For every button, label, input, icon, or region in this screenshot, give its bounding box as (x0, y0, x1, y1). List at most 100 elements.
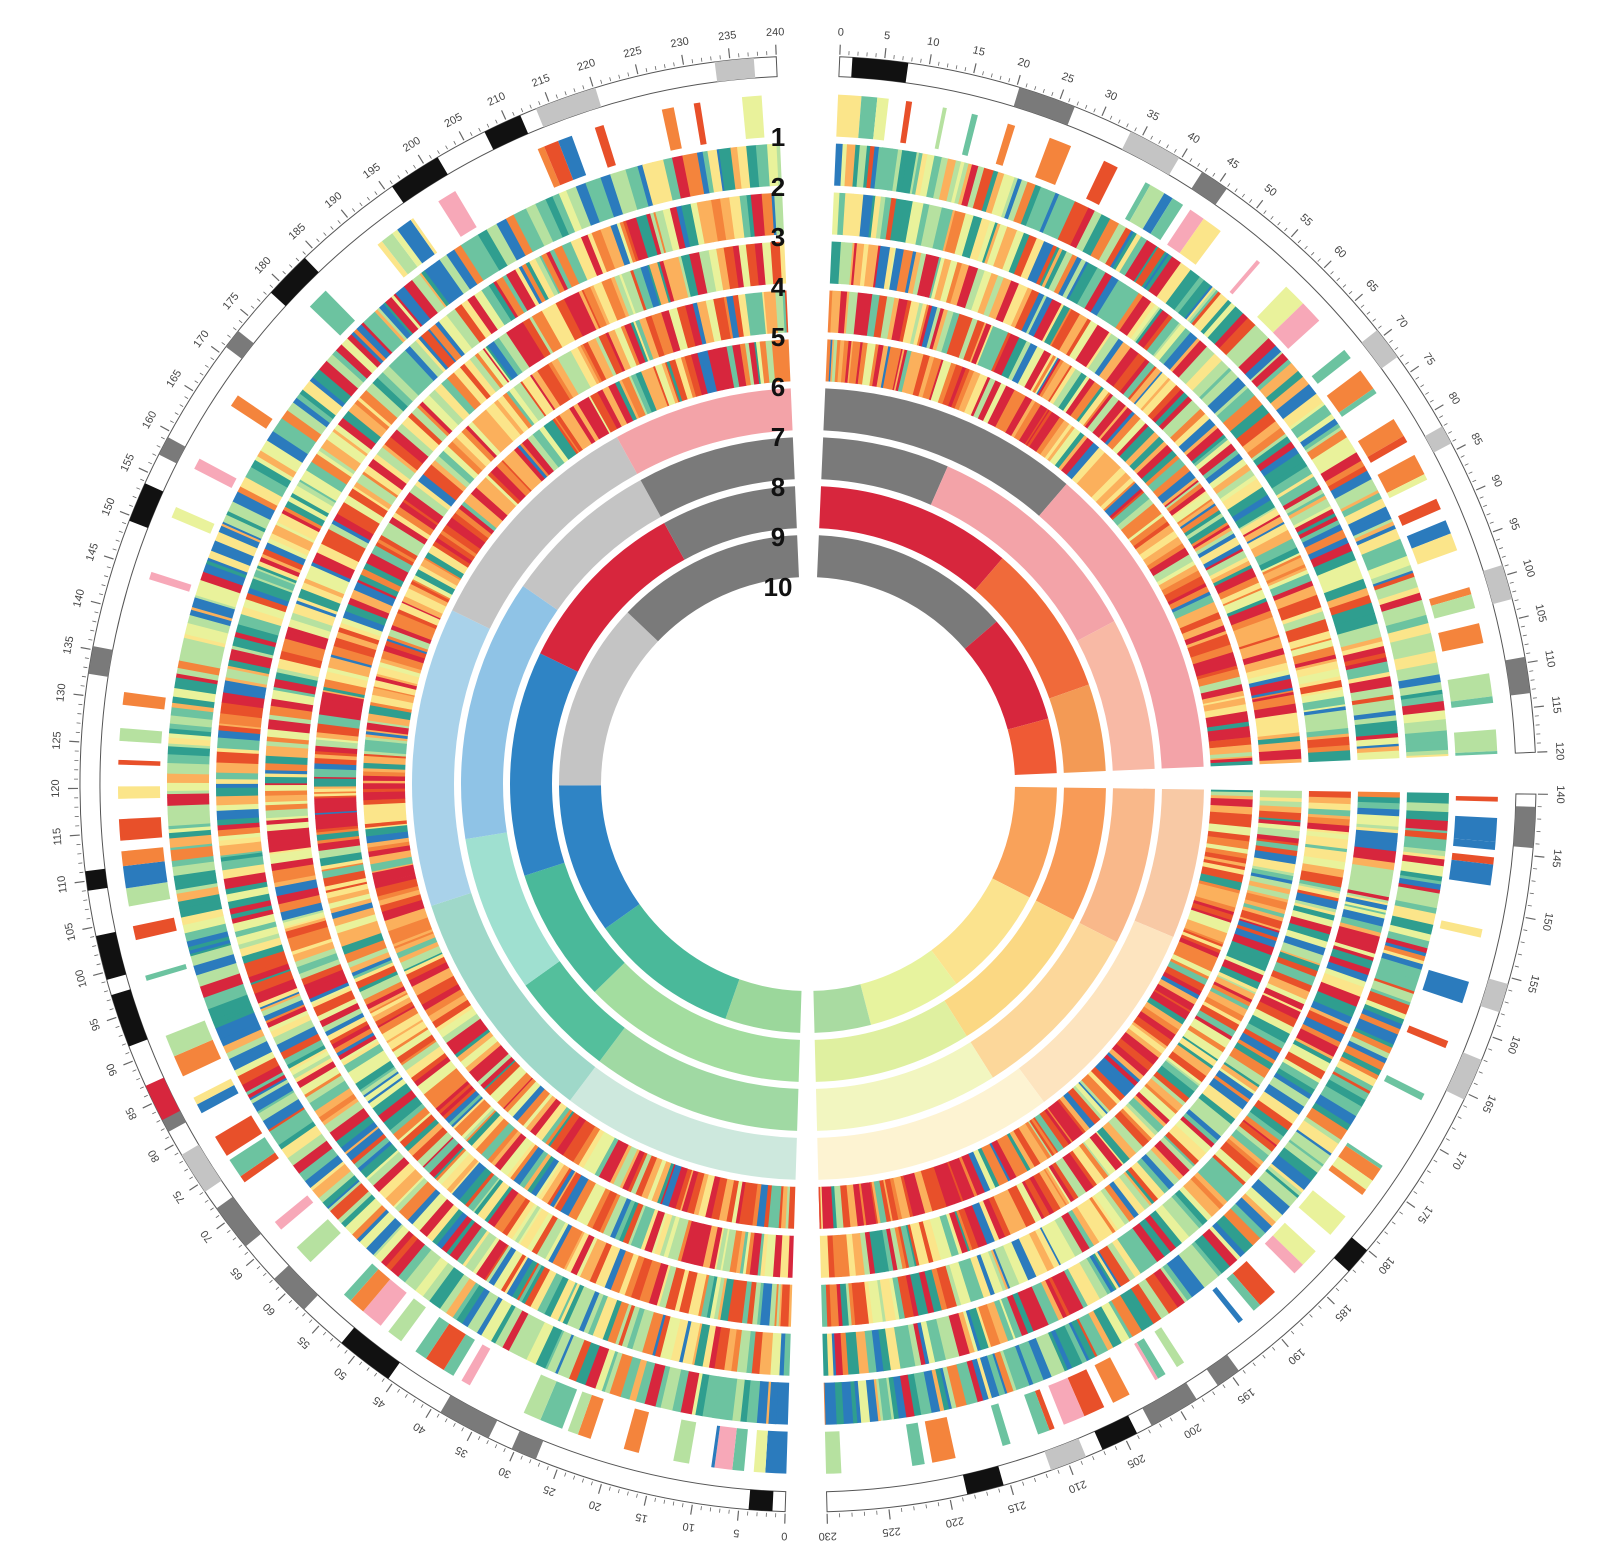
tick-mark (962, 1497, 964, 1502)
heat-cell (874, 245, 891, 289)
heat-cell (1308, 750, 1351, 763)
heat-cell (319, 360, 359, 397)
heat-cell (1226, 1273, 1261, 1311)
heat-cell (1272, 961, 1316, 987)
heat-cell (414, 480, 452, 511)
heat-cell (775, 1284, 781, 1327)
heat-cell (1296, 661, 1339, 678)
heat-cell (992, 1248, 1011, 1289)
heat-cell (1453, 729, 1498, 753)
heat-cell (446, 308, 481, 349)
heat-cell (1223, 589, 1266, 615)
heat-cell (377, 1005, 415, 1028)
heat-cell (912, 252, 927, 296)
ring-9-chr-b (510, 486, 800, 1082)
tick-mark (1045, 1473, 1048, 1478)
heat-cell (1328, 1165, 1367, 1195)
heat-cell (1210, 760, 1253, 767)
tick-mark (165, 1136, 170, 1140)
tick-mark (1360, 1260, 1365, 1264)
heat-cell (439, 1274, 470, 1314)
heat-cell (1175, 941, 1218, 966)
heat-cell (1386, 474, 1428, 499)
heat-cell (1379, 592, 1423, 613)
heat-cell (787, 1186, 796, 1229)
heat-cell (183, 633, 226, 648)
heat-cell (1008, 341, 1032, 381)
heat-cell (392, 512, 431, 540)
heat-cell (1357, 796, 1400, 804)
heat-cell (1063, 1268, 1088, 1309)
ring-label-3: 3 (771, 222, 785, 252)
heat-cell (646, 1159, 667, 1201)
heat-cell (882, 346, 897, 390)
heat-cell (363, 769, 406, 773)
heat-cell (441, 381, 472, 415)
heat-cell (1208, 1226, 1241, 1261)
heat-cell (1320, 569, 1364, 594)
heat-cell (1034, 415, 1061, 452)
heat-cell (456, 431, 492, 467)
tick-mark (106, 566, 111, 569)
heat-cell (351, 956, 392, 977)
heat-cell (329, 897, 372, 914)
heat-cell (296, 393, 334, 424)
heat-cell (664, 1267, 686, 1311)
heat-cell (314, 788, 357, 793)
heat-cell (1162, 477, 1198, 507)
heat-cell (317, 998, 358, 1022)
heat-cell (352, 485, 390, 512)
heat-cell (518, 1263, 542, 1303)
heat-cell (1130, 1283, 1162, 1325)
heat-cell (1011, 1185, 1036, 1226)
heat-cell (1285, 619, 1328, 639)
tick-mark (928, 54, 932, 65)
heat-cell (392, 928, 433, 947)
heat-cell (666, 361, 683, 402)
heat-cell (558, 135, 587, 181)
heat-cell (414, 1257, 449, 1297)
tick-mark (90, 629, 95, 632)
heat-cell (395, 429, 429, 459)
heat-cell (175, 672, 219, 685)
heat-cell (844, 340, 852, 383)
heat-cell (625, 217, 649, 261)
heat-cell (326, 1016, 367, 1041)
heat-cell (431, 999, 472, 1029)
heat-cell (216, 772, 259, 780)
heat-cell (1338, 1145, 1381, 1181)
heat-cell (1162, 971, 1202, 996)
tick-mark (238, 319, 243, 324)
heat-cell (122, 861, 168, 889)
heat-cell (258, 1091, 299, 1122)
heat-cell (355, 1060, 395, 1091)
heat-cell (1154, 324, 1187, 361)
heat-cell (337, 417, 377, 450)
heat-cell (1178, 1186, 1212, 1222)
heat-cell (1059, 314, 1089, 355)
heat-cell (1398, 498, 1441, 526)
tick-mark (256, 298, 261, 302)
tick-mark (330, 226, 334, 230)
heat-cell (1111, 490, 1145, 521)
heat-cell (1153, 554, 1194, 583)
heat-cell (1297, 885, 1340, 899)
tick-label: 145 (84, 542, 101, 563)
heat-cell (866, 146, 876, 189)
heat-cell (562, 1120, 590, 1158)
heat-cell (1250, 351, 1283, 382)
heat-cell (250, 968, 291, 985)
heat-cell (1265, 983, 1307, 1005)
heat-cell (544, 1222, 569, 1261)
heat-cell (1308, 796, 1351, 805)
heat-cell (1083, 1137, 1116, 1176)
heat-cell (680, 356, 697, 398)
heat-cell (1253, 850, 1297, 865)
tick-mark (1025, 83, 1028, 88)
heat-cell (282, 909, 324, 923)
heat-cell (1051, 1273, 1079, 1316)
heat-cell (429, 1142, 463, 1178)
heat-cell (1305, 715, 1348, 728)
heat-cell (954, 1211, 970, 1252)
heat-cell (1230, 1203, 1266, 1239)
